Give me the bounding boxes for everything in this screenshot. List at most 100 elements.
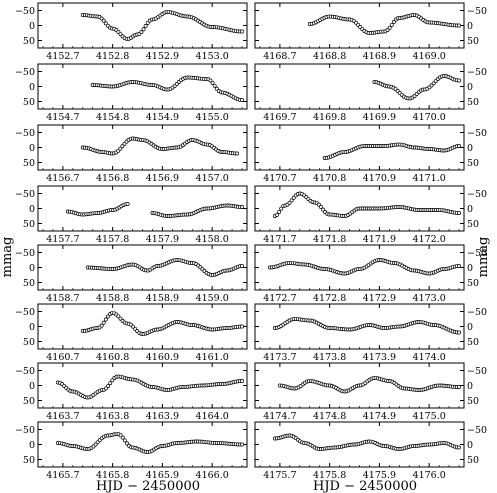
x-tick-label: 4158.7 [46,293,79,304]
x-tick-label: 4174.8 [313,411,346,422]
panel: 4158.7 4158.8 4158.9 4159.0 −50 0 50 [15,244,248,304]
x-tick-label: 4165.9 [146,470,179,481]
x-axis-label-right: HJD − 2450000 [313,479,417,493]
data-point [457,445,461,450]
data-point [279,206,284,211]
data-point [457,211,461,215]
data-point [240,29,244,34]
y-tick-label: 0 [29,204,35,215]
data-point [240,264,244,268]
data-point [389,22,394,27]
y-tick-label: −50 [467,6,487,17]
x-tick-label: 4169.9 [363,112,396,123]
x-tick-label: 4168.7 [263,51,296,62]
panel: 4156.7 4156.8 4156.9 4157.0 −50 0 50 [15,124,248,184]
data-point [235,151,239,156]
y-tick-label: 50 [23,455,35,466]
data-point [106,384,111,388]
x-axis-label-left: HJD − 2450000 [96,479,200,493]
y-tick-label: 50 [467,396,479,407]
y-tick-label: −50 [15,425,35,436]
data-point [120,144,125,149]
x-tick-label: 4166.0 [196,470,229,481]
y-tick-label: 0 [467,143,473,154]
x-tick-label: 4165.8 [96,470,129,481]
data-point [457,23,461,28]
data-point [318,204,323,209]
data-point [116,29,121,34]
data-point [139,30,144,35]
data-point [387,25,392,30]
panel: 4171.7 4171.8 4171.9 4172.0 −50 0 50 [254,185,487,245]
x-tick-label: 4171.0 [413,173,446,184]
y-tick-label: 50 [23,278,35,289]
data-point [240,324,244,329]
x-tick-label: 4152.7 [46,51,79,62]
data-point [125,202,130,206]
x-tick-label: 4171.8 [313,234,346,245]
x-tick-label: 4170.9 [363,173,396,184]
data-point [385,28,390,33]
y-axis-label-right: mmag [476,237,491,278]
data-point [110,378,115,383]
data-point [103,21,108,26]
data-point [291,195,296,200]
data-point [105,314,110,319]
data-point [120,435,125,440]
x-tick-label: 4157.0 [196,173,229,184]
x-tick-label: 4156.9 [146,173,179,184]
x-tick-label: 4163.7 [46,411,79,422]
data-point [99,16,104,21]
panel: 4174.7 4174.8 4174.9 4175.0 −50 0 50 [254,362,487,422]
data-point [277,210,282,214]
x-tick-label: 4155.0 [196,112,229,123]
data-point [108,381,113,386]
y-tick-label: −50 [15,189,35,200]
data-point [240,379,244,383]
y-tick-label: 0 [467,381,473,392]
y-tick-label: 0 [467,440,473,451]
y-tick-label: 50 [467,36,479,47]
y-tick-label: 0 [29,143,35,154]
panel: 4169.7 4169.8 4169.9 4170.0 −50 0 50 [254,63,487,123]
x-tick-label: 4169.8 [313,112,346,123]
x-tick-label: 4154.7 [46,112,79,123]
data-point [457,144,461,148]
panel: 4170.7 4170.8 4170.9 4171.0 −50 0 50 [254,124,487,184]
x-tick-label: 4174.7 [263,411,296,422]
y-tick-label: 0 [29,440,35,451]
y-tick-label: −50 [467,67,487,78]
y-tick-label: −50 [467,189,487,200]
data-point [145,20,150,25]
data-point [118,146,123,151]
x-tick-label: 4152.8 [96,51,129,62]
y-tick-label: 50 [467,337,479,348]
y-tick-label: 0 [467,82,473,93]
x-tick-label: 4173.0 [413,293,446,304]
x-tick-label: 4158.8 [96,293,129,304]
x-tick-label: 4170.8 [313,173,346,184]
y-tick-label: 50 [467,97,479,108]
x-tick-label: 4163.9 [146,411,179,422]
panel: 4157.7 4157.8 4157.9 4158.0 −50 0 50 [15,185,248,245]
y-tick-label: 0 [29,82,35,93]
y-tick-label: 0 [29,322,35,333]
y-tick-label: 50 [467,455,479,466]
data-point [141,27,146,32]
y-tick-label: 0 [467,322,473,333]
x-tick-label: 4158.0 [196,234,229,245]
panel: 4160.7 4160.8 4160.9 4161.0 −50 0 50 [15,303,248,363]
panel-frame [37,303,248,350]
x-tick-label: 4168.9 [363,51,396,62]
data-point [212,83,217,88]
y-tick-label: −50 [15,307,35,318]
x-tick-label: 4175.9 [363,470,396,481]
data-point [116,314,121,319]
panel: 4173.7 4173.8 4173.9 4174.0 −50 0 50 [254,303,487,363]
data-point [391,20,396,24]
data-point [210,80,215,85]
y-tick-label: 0 [467,263,473,274]
y-tick-label: 50 [23,97,35,108]
x-tick-label: 4172.0 [413,234,446,245]
panel: 4152.7 4152.8 4152.9 4153.0 −50 0 50 [15,2,248,62]
